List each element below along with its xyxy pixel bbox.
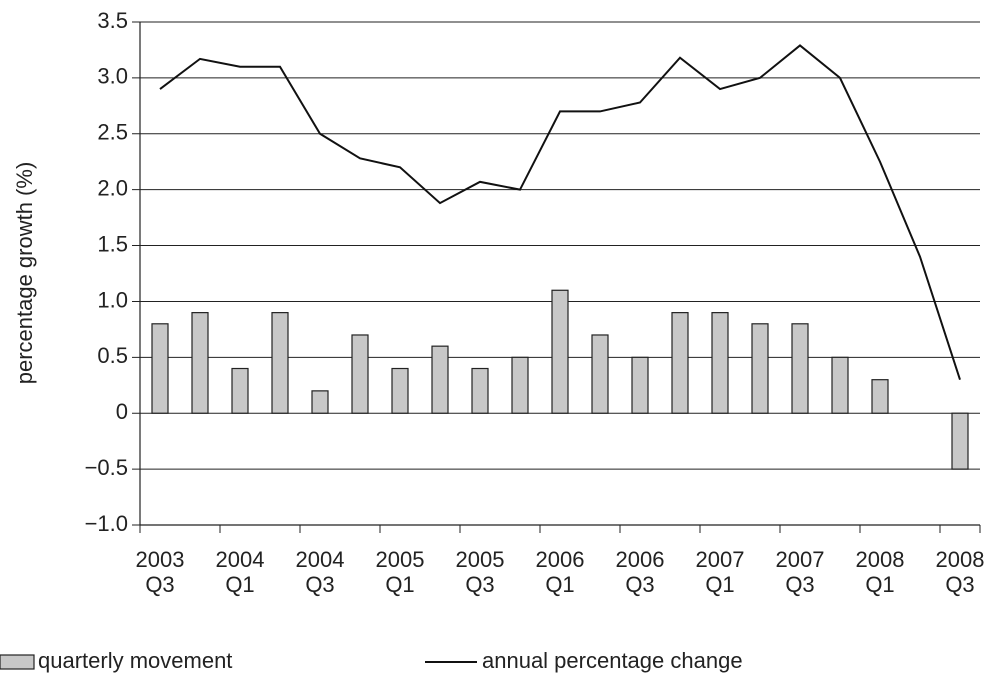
bar <box>311 390 329 414</box>
x-tick-label: 2004 Q3 <box>295 547 345 597</box>
bar <box>871 379 889 414</box>
x-tick-label: 2008 Q3 <box>935 547 985 597</box>
bar <box>351 334 369 414</box>
x-tick-label: 2006 Q1 <box>535 547 585 597</box>
bar <box>151 323 169 414</box>
bar <box>591 334 609 414</box>
y-axis-label: percentage growth (%) <box>12 162 37 385</box>
legend-label: annual percentage change <box>482 648 743 673</box>
x-tick-label: 2005 Q1 <box>375 547 425 597</box>
y-tick-label: 2.5 <box>97 120 128 145</box>
legend-swatch <box>0 654 35 670</box>
x-tick-label: 2005 Q3 <box>455 547 505 597</box>
y-tick-label: −1.0 <box>85 511 128 536</box>
x-tick-label: 2006 Q3 <box>615 547 665 597</box>
bar <box>391 367 409 414</box>
bar <box>551 289 569 414</box>
y-tick-label: 1.0 <box>97 287 128 312</box>
x-tick-label: 2007 Q3 <box>775 547 825 597</box>
y-tick-label: 2.0 <box>97 175 128 200</box>
y-tick-label: 3.5 <box>97 8 128 33</box>
bar <box>511 356 529 414</box>
bar <box>831 356 849 414</box>
bar <box>671 312 689 414</box>
legend-label: quarterly movement <box>38 648 232 673</box>
y-tick-label: 0 <box>116 399 128 424</box>
bar <box>751 323 769 414</box>
bar <box>271 312 289 414</box>
y-tick-label: −0.5 <box>85 455 128 480</box>
bar <box>191 312 209 414</box>
bar <box>711 312 729 414</box>
line <box>159 44 961 380</box>
bar <box>471 367 489 414</box>
bar <box>231 367 249 414</box>
x-tick-label: 2003 Q3 <box>135 547 185 597</box>
bar <box>431 345 449 414</box>
x-tick-label: 2008 Q1 <box>855 547 905 597</box>
y-tick-label: 3.0 <box>97 64 128 89</box>
bar <box>791 323 809 414</box>
bar <box>631 356 649 414</box>
y-tick-label: 1.5 <box>97 231 128 256</box>
x-tick-label: 2007 Q1 <box>695 547 745 597</box>
y-tick-label: 0.5 <box>97 343 128 368</box>
bar <box>951 412 969 470</box>
x-tick-label: 2004 Q1 <box>215 547 265 597</box>
